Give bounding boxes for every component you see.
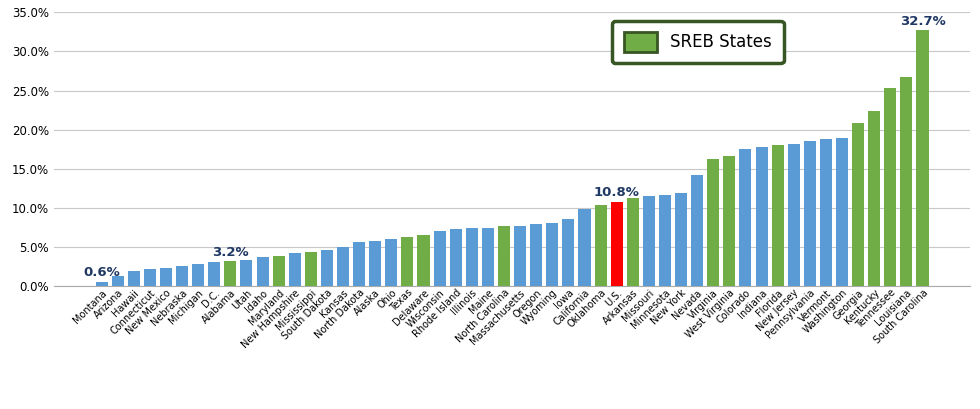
Bar xyxy=(836,137,848,286)
Bar xyxy=(804,142,816,286)
Bar xyxy=(192,263,204,286)
Bar xyxy=(627,198,639,286)
Bar xyxy=(611,202,622,286)
Bar xyxy=(852,124,864,286)
Bar xyxy=(450,229,462,286)
Bar xyxy=(208,262,220,286)
Bar xyxy=(433,231,446,286)
Bar xyxy=(514,226,526,286)
Bar xyxy=(820,139,832,286)
Bar xyxy=(675,193,687,286)
Bar xyxy=(546,223,559,286)
Bar xyxy=(595,205,607,286)
Bar xyxy=(144,269,156,286)
Bar xyxy=(498,226,510,286)
Bar xyxy=(530,225,542,286)
Bar xyxy=(257,257,269,286)
Bar xyxy=(563,219,574,286)
Bar xyxy=(417,236,429,286)
Bar xyxy=(901,77,912,286)
Bar xyxy=(385,239,397,286)
Bar xyxy=(884,88,897,286)
Bar xyxy=(96,282,108,286)
Bar xyxy=(160,267,172,286)
Text: 0.6%: 0.6% xyxy=(83,266,120,279)
Bar xyxy=(708,159,719,286)
Text: 3.2%: 3.2% xyxy=(212,246,249,259)
Bar xyxy=(224,261,236,286)
Bar xyxy=(289,254,301,286)
Bar xyxy=(369,241,381,286)
Bar xyxy=(466,228,478,286)
Text: 32.7%: 32.7% xyxy=(900,15,946,28)
Bar xyxy=(127,272,140,286)
Bar xyxy=(578,209,591,286)
Bar xyxy=(868,111,880,286)
Bar xyxy=(691,175,704,286)
Bar xyxy=(756,147,767,286)
Bar xyxy=(482,227,494,286)
Bar xyxy=(353,242,366,286)
Bar xyxy=(305,252,317,286)
Bar xyxy=(402,237,414,286)
Bar xyxy=(788,144,800,286)
Bar xyxy=(659,195,671,286)
Bar xyxy=(320,250,333,286)
Bar xyxy=(272,256,284,286)
Bar xyxy=(740,148,752,286)
Bar xyxy=(771,145,784,286)
Bar xyxy=(916,30,929,286)
Bar xyxy=(337,247,349,286)
Bar xyxy=(723,156,735,286)
Text: 10.8%: 10.8% xyxy=(594,187,640,200)
Legend: SREB States: SREB States xyxy=(612,20,784,63)
Bar xyxy=(643,196,655,286)
Bar xyxy=(176,266,188,286)
Bar xyxy=(112,276,123,286)
Bar xyxy=(240,261,253,286)
